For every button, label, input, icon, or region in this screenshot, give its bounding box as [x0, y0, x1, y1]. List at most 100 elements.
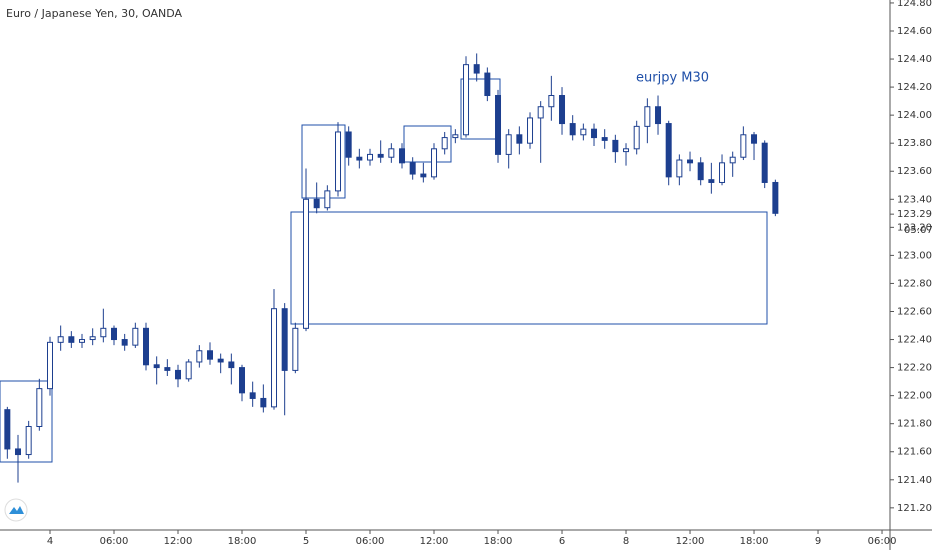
candle-body — [79, 339, 86, 343]
candle-body — [175, 369, 182, 380]
y-tick-label: 122.200 — [897, 363, 932, 374]
candle-body — [527, 117, 534, 144]
candle-body — [463, 64, 470, 136]
candle-body — [569, 123, 576, 136]
x-tick-label: 4 — [47, 536, 53, 547]
y-tick-label: 122.600 — [897, 306, 932, 317]
x-tick-label: 18:00 — [228, 536, 257, 547]
y-tick-label: 123.200 — [897, 222, 932, 233]
candle-body — [473, 64, 480, 74]
y-tick-label: 122.800 — [897, 278, 932, 289]
y-tick-label: 124.000 — [897, 110, 932, 121]
candle-body — [452, 134, 459, 139]
zone-box — [290, 211, 768, 325]
candle-body — [484, 72, 491, 97]
chart-title: Euro / Japanese Yen, 30, OANDA — [6, 7, 183, 20]
logo[interactable] — [4, 498, 28, 522]
y-tick-label: 124.200 — [897, 82, 932, 93]
candle-body — [495, 95, 502, 155]
candle-body — [687, 159, 694, 164]
x-tick-label: 8 — [623, 536, 629, 547]
candle-body — [409, 162, 416, 175]
candle-body — [420, 173, 427, 178]
candle-body — [217, 358, 224, 363]
candle-body — [388, 148, 395, 158]
x-tick-label: 06:00 — [356, 536, 385, 547]
y-tick-label: 123.400 — [897, 194, 932, 205]
candle-body — [431, 148, 438, 178]
candle-body — [271, 308, 278, 408]
zone-box — [403, 125, 452, 163]
candle-body — [68, 336, 75, 343]
y-tick-label: 122.400 — [897, 335, 932, 346]
candle-body — [36, 388, 43, 427]
candle-body — [441, 137, 448, 150]
candle-body — [100, 327, 107, 338]
candle-body — [633, 125, 640, 150]
y-tick-label: 124.600 — [897, 26, 932, 37]
candle-body — [612, 139, 619, 153]
candle-body — [740, 134, 747, 158]
candle-body — [153, 364, 160, 369]
candle-body — [676, 159, 683, 178]
candle-body — [665, 123, 672, 178]
candle-body — [345, 131, 352, 158]
y-tick-label: 121.400 — [897, 475, 932, 486]
candle-body — [132, 327, 139, 346]
y-tick-label: 122.000 — [897, 391, 932, 402]
y-tick-label: 123.000 — [897, 250, 932, 261]
candle-body — [281, 308, 288, 371]
candle-body — [4, 409, 11, 450]
y-tick-label: 124.800 — [897, 0, 932, 9]
candle-body — [143, 327, 150, 366]
candle-body — [729, 156, 736, 164]
candle-body — [335, 131, 342, 192]
candle-body — [697, 162, 704, 181]
candle-body — [121, 339, 128, 346]
zone-box — [301, 124, 346, 199]
x-tick-label: 12:00 — [420, 536, 449, 547]
drawings — [0, 78, 768, 463]
x-tick-label: 12:00 — [164, 536, 193, 547]
annotation: eurjpy M30 — [636, 71, 709, 86]
candle-body — [644, 106, 651, 127]
y-tick-label: 121.200 — [897, 503, 932, 514]
candle-body — [580, 128, 587, 136]
candle-body — [367, 153, 374, 161]
candle-body — [15, 448, 22, 456]
candle-body — [292, 327, 299, 371]
candle-body — [89, 336, 96, 341]
candle-body — [399, 148, 406, 164]
x-tick-label: 06:00 — [868, 536, 897, 547]
candle-body — [559, 95, 566, 125]
candle-body — [505, 134, 512, 155]
candle-body — [185, 361, 192, 380]
x-tick-label: 12:00 — [676, 536, 705, 547]
candle-body — [239, 367, 246, 394]
candle-body — [548, 95, 555, 108]
x-tick-label: 18:00 — [484, 536, 513, 547]
candle-body — [313, 198, 320, 209]
candle-body — [761, 142, 768, 183]
candle-body — [356, 156, 363, 161]
logo-icon[interactable] — [9, 506, 24, 514]
x-tick-label: 9 — [815, 536, 821, 547]
y-tick-label: 124.400 — [897, 54, 932, 65]
y-tick-label: 121.600 — [897, 447, 932, 458]
x-tick-label: 06:00 — [100, 536, 129, 547]
countdown-label: 05:07 — [904, 225, 932, 236]
plot: 121.200 121.400 121.600 121.800 122.000 122.2… — [4, 0, 932, 547]
candle-body — [47, 341, 54, 390]
x-tick-label: 5 — [303, 536, 309, 547]
candle-body — [25, 425, 32, 456]
candle-body — [377, 153, 384, 158]
x-tick-label: 6 — [559, 536, 565, 547]
y-tick-label: 121.800 — [897, 419, 932, 430]
candle-body — [207, 350, 214, 360]
candle-body — [591, 128, 598, 139]
candle-body — [196, 350, 203, 363]
zone-box — [0, 380, 53, 463]
candle-body — [708, 179, 715, 183]
candle-body — [249, 392, 256, 399]
